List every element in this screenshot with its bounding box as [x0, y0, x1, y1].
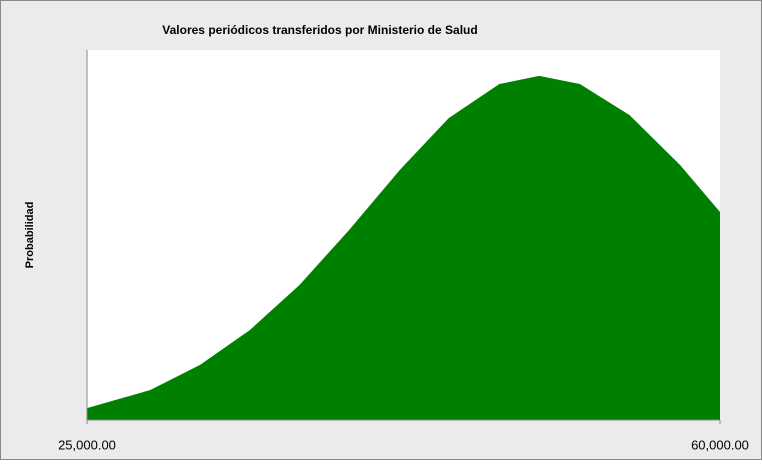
- x-tick-label: 25,000.00: [58, 437, 116, 452]
- area: [87, 75, 720, 421]
- y-axis-label: Probabilidad: [24, 202, 36, 269]
- chart-title: Valores periódicos transferidos por Mini…: [162, 23, 477, 37]
- x-tick-label: 60,000.00: [691, 437, 749, 452]
